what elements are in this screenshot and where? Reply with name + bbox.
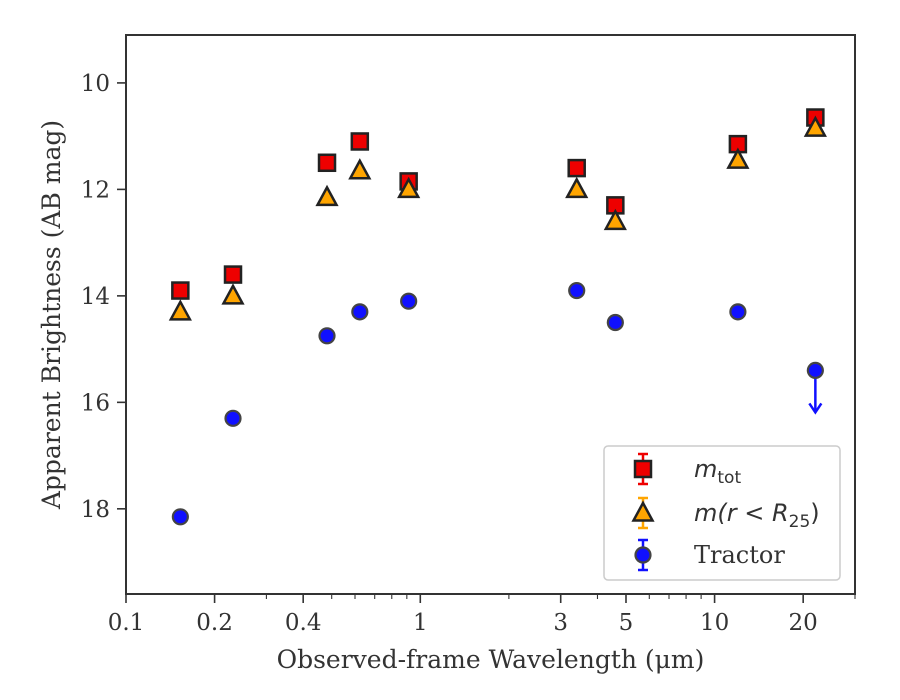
data-point — [348, 158, 372, 180]
data-point — [726, 147, 750, 169]
x-tick-label: 3 — [553, 610, 568, 636]
data-point — [315, 184, 339, 207]
x-tick-label: 5 — [619, 610, 634, 636]
series-circle — [171, 281, 824, 526]
legend-box — [603, 445, 841, 581]
series-triangle — [168, 115, 827, 321]
y-tick-label: 12 — [81, 177, 110, 203]
data-point — [397, 176, 421, 199]
y-axis-label: Apparent Brightness (AB mag) — [37, 120, 66, 510]
legend-label: m(r < R25) — [694, 499, 820, 532]
data-point — [351, 303, 369, 321]
upper-limit-arrowhead — [808, 402, 823, 415]
data-point — [400, 292, 418, 310]
x-axis-label: Observed-frame Wavelength (μm) — [277, 645, 705, 674]
data-point — [803, 115, 827, 137]
data-point — [221, 283, 245, 305]
data-point — [606, 313, 624, 332]
ticks-layer: 0.1 0.2 0.4 1 3 5 10 20 10 12 14 16 18 — [81, 71, 856, 636]
y-tick-label: 14 — [81, 284, 110, 310]
data-point — [567, 158, 586, 178]
data-point — [317, 153, 337, 173]
series-square — [171, 108, 825, 300]
x-tick-label: 1 — [413, 610, 428, 636]
data-point — [223, 265, 243, 284]
data-point — [168, 299, 192, 321]
data-point — [224, 409, 242, 427]
legend-label: Tractor — [694, 541, 785, 569]
legend: mtot m(r < R25) Tractor — [603, 445, 841, 581]
data-point — [350, 132, 370, 151]
y-tick-label: 18 — [81, 497, 110, 523]
data-point — [171, 281, 190, 300]
legend-label: mtot — [694, 455, 741, 488]
plot-frame — [125, 34, 856, 595]
legend-marker — [634, 546, 652, 564]
data-point — [729, 303, 747, 321]
y-tick-label: 16 — [81, 390, 110, 416]
data-point — [806, 361, 824, 379]
data-point — [568, 281, 586, 300]
x-tick-label: 10 — [700, 610, 729, 636]
data-point — [171, 508, 189, 526]
x-tick-label: 20 — [789, 610, 818, 636]
legend-marker — [633, 459, 653, 479]
data-point — [318, 327, 336, 345]
x-tick-label: 0.1 — [108, 610, 145, 636]
marks-layer — [168, 108, 827, 526]
data-point — [565, 176, 589, 199]
x-tick-label: 0.2 — [196, 610, 233, 636]
legend-marker — [631, 500, 655, 522]
y-tick-label: 10 — [81, 71, 110, 97]
x-tick-label: 0.4 — [285, 610, 322, 636]
data-point — [603, 208, 627, 231]
